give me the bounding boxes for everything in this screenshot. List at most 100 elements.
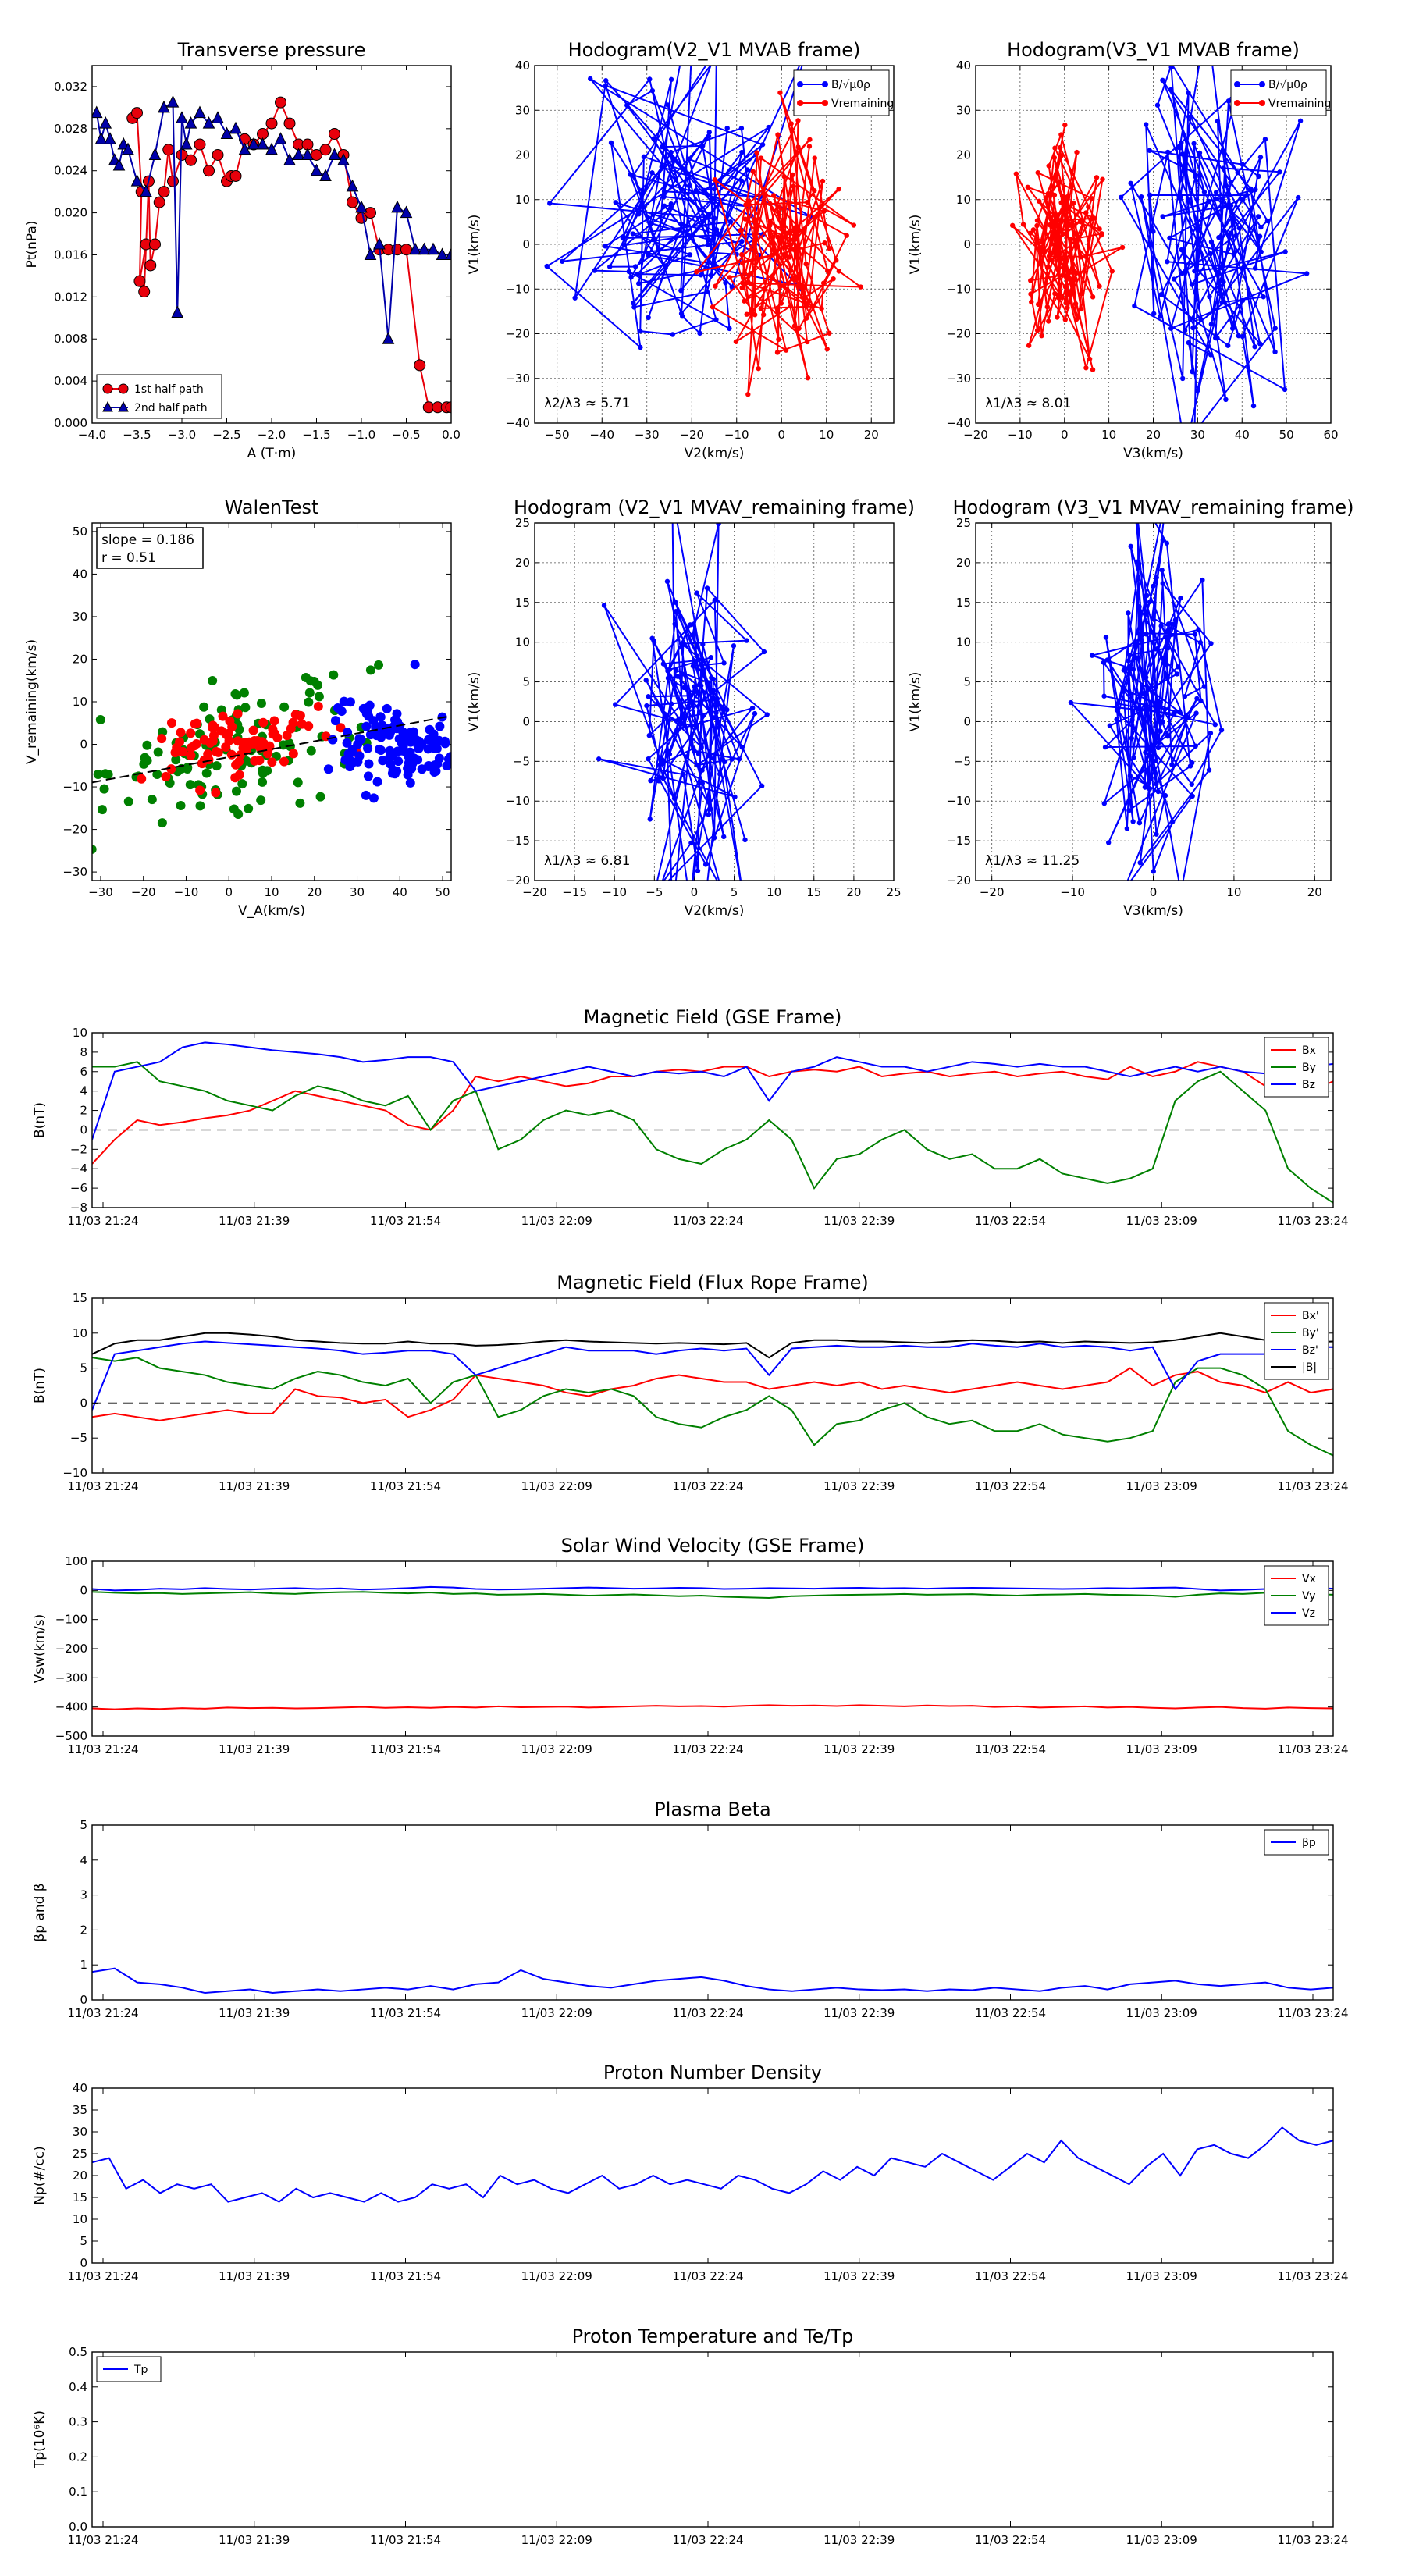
data-point — [1072, 276, 1078, 282]
data-point — [92, 105, 103, 119]
series-line-Bx — [92, 1061, 1333, 1165]
data-point — [671, 682, 678, 688]
data-point — [756, 256, 761, 262]
data-point — [1114, 707, 1120, 713]
data-point — [803, 315, 809, 321]
time-tick-label: 11/03 21:39 — [219, 2006, 290, 2020]
x-tick-label: 0 — [1061, 428, 1069, 442]
data-point — [157, 734, 167, 744]
data-point — [1043, 288, 1048, 294]
data-point — [231, 786, 241, 796]
data-point — [1295, 194, 1301, 201]
y-tick-label: 30 — [73, 610, 87, 624]
data-point — [643, 678, 649, 683]
x-tick-label: 20 — [846, 885, 861, 899]
y-tick-label: 25 — [956, 516, 971, 530]
time-tick-label: 11/03 21:24 — [67, 2533, 138, 2547]
data-point — [1186, 340, 1192, 346]
data-point — [1186, 90, 1191, 96]
data-point — [1155, 788, 1161, 795]
data-point — [1229, 326, 1236, 331]
legend-label: By — [1302, 1062, 1316, 1074]
data-point — [696, 959, 701, 964]
data-point — [661, 189, 667, 194]
data-point — [347, 196, 358, 208]
data-point — [1250, 403, 1257, 409]
data-point — [392, 766, 402, 776]
data-point — [99, 784, 109, 794]
data-point — [805, 375, 811, 381]
data-point — [1225, 343, 1231, 348]
data-point — [162, 144, 175, 156]
data-point — [1064, 216, 1069, 222]
x-tick-label: −30 — [88, 885, 113, 899]
time-tick-label: 11/03 22:39 — [823, 2269, 895, 2283]
data-point — [679, 222, 685, 227]
data-point — [256, 795, 266, 806]
data-point — [375, 712, 386, 722]
y-tick-label: 10 — [73, 2212, 87, 2226]
data-point — [743, 202, 749, 208]
data-point — [229, 804, 239, 814]
y-tick-label: −20 — [62, 823, 87, 837]
data-point — [758, 155, 764, 161]
data-point — [244, 803, 254, 813]
data-point — [1009, 222, 1016, 229]
y-tick-label: 20 — [73, 652, 87, 666]
y-tick-label: 10 — [956, 635, 971, 649]
data-point — [239, 688, 249, 698]
series-primary — [1118, 66, 1310, 423]
data-point — [1151, 749, 1156, 755]
data-point — [1104, 657, 1111, 663]
data-point — [667, 751, 673, 757]
axes-frame — [91, 1297, 1334, 1474]
data-point — [827, 330, 832, 336]
data-point — [651, 136, 656, 141]
x-tick-label: −15 — [562, 885, 587, 899]
data-point — [704, 585, 710, 591]
data-point — [1153, 646, 1159, 652]
y-tick-label: 0.028 — [54, 122, 87, 136]
data-point — [104, 132, 116, 144]
data-point — [812, 215, 818, 220]
y-tick-label: 30 — [956, 103, 971, 117]
time-tick-label: 11/03 23:24 — [1277, 2269, 1348, 2283]
time-tick-label: 11/03 22:24 — [672, 2269, 743, 2283]
data-point — [250, 756, 260, 766]
data-point — [801, 285, 806, 290]
x-tick-label: 20 — [1146, 428, 1161, 442]
data-point — [822, 240, 827, 246]
data-point — [690, 664, 696, 669]
data-point — [1026, 343, 1032, 348]
data-point — [304, 697, 314, 707]
y-axis-label: B(nT) — [32, 1102, 48, 1138]
data-point — [1055, 315, 1060, 320]
axes-frame — [91, 2087, 1334, 2264]
series-line-0 — [92, 2126, 1333, 2203]
time-tick-label: 11/03 22:39 — [823, 2533, 895, 2547]
data-point — [1164, 674, 1169, 680]
data-point — [844, 233, 849, 238]
data-point — [777, 90, 783, 95]
data-point — [1154, 781, 1159, 787]
y-tick-label: 4 — [80, 1853, 87, 1867]
legend-label: Bz' — [1302, 1344, 1318, 1357]
data-point — [1071, 269, 1077, 274]
data-point — [1154, 831, 1159, 837]
data-point — [122, 142, 134, 155]
data-point — [1168, 66, 1174, 70]
data-point — [632, 264, 638, 269]
data-point — [131, 107, 143, 119]
data-point — [230, 773, 240, 783]
data-point — [1154, 102, 1161, 108]
x-tick-label: −3.5 — [123, 428, 151, 442]
data-point — [1124, 826, 1130, 831]
data-point — [644, 703, 649, 709]
data-point — [288, 749, 298, 759]
data-point — [631, 173, 636, 178]
data-point — [699, 745, 704, 751]
data-point — [256, 699, 266, 709]
data-point — [226, 749, 237, 760]
tp-chart: 11/03 21:24 11/03 21:39 11/03 21:54 11/03 2… — [32, 2325, 1349, 2547]
data-point — [647, 817, 653, 822]
